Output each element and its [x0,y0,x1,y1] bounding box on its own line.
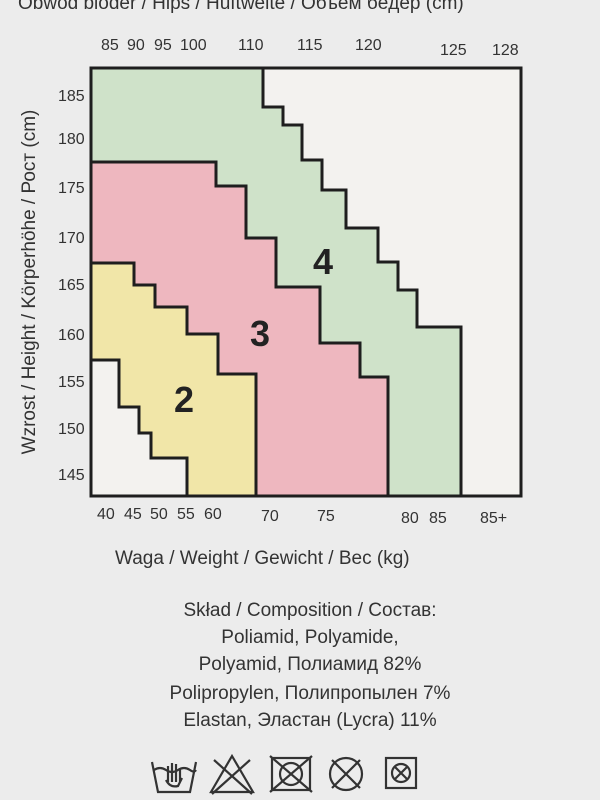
weight-tick: 70 [261,508,279,525]
size-zone-label: 4 [313,241,333,282]
weight-tick: 45 [124,506,142,523]
weight-tick: 50 [150,506,168,523]
hips-label: 115 [297,37,323,54]
composition-line: Polipropylen, Полипропылен 7% [169,683,451,704]
height-tick: 165 [58,277,85,294]
hips-label: 125 [440,42,467,59]
hips-title: Obwód bioder / Hips / Hüftweite / Объем … [18,0,464,14]
care-symbols [150,753,418,795]
hips-label: 100 [180,37,207,54]
size-zone-label: 3 [250,313,270,354]
no-bleach-icon [209,753,255,795]
height-tick: 145 [58,467,85,484]
hips-label: 110 [238,37,264,54]
no-iron-icon [384,756,418,790]
zone-border-2 [91,261,258,496]
composition-line: Poliamid, Polyamide, [221,627,399,648]
hips-label: 90 [127,37,145,54]
composition-title: Skład / Composition / Состав: [183,600,437,621]
height-tick: 170 [58,230,85,247]
height-tick: 175 [58,180,85,197]
height-tick: 150 [58,421,85,438]
zone-border-1 [91,358,189,496]
height-tick: 185 [58,88,85,105]
weight-tick: 40 [97,506,115,523]
composition-line: Polyamid, Полиамид 82% [198,654,422,675]
composition-line: Elastan, Эластан (Lycra) 11% [183,710,437,731]
height-tick: 180 [58,131,85,148]
hand-wash-icon [150,761,198,794]
height-tick: 155 [58,374,85,391]
hips-label: 85 [101,37,119,54]
hips-label: 128 [492,42,519,59]
weight-axis-title: Waga / Weight / Gewicht / Вес (kg) [115,548,410,569]
height-tick: 160 [58,327,85,344]
weight-tick: 60 [204,506,222,523]
weight-tick: 85 [429,510,447,527]
hips-label: 95 [154,37,172,54]
chart-frame [89,66,523,498]
weight-tick: 80 [401,510,419,527]
zone-border-3 [91,160,390,496]
zone-border-4 [261,68,463,496]
no-dry-clean-icon [328,756,364,792]
weight-tick: 85+ [480,510,508,527]
hips-label: 120 [355,37,382,54]
no-tumble-dry-icon [269,755,313,793]
size-zone-label: 2 [174,379,194,420]
weight-tick: 75 [317,508,335,525]
weight-tick: 55 [177,506,195,523]
